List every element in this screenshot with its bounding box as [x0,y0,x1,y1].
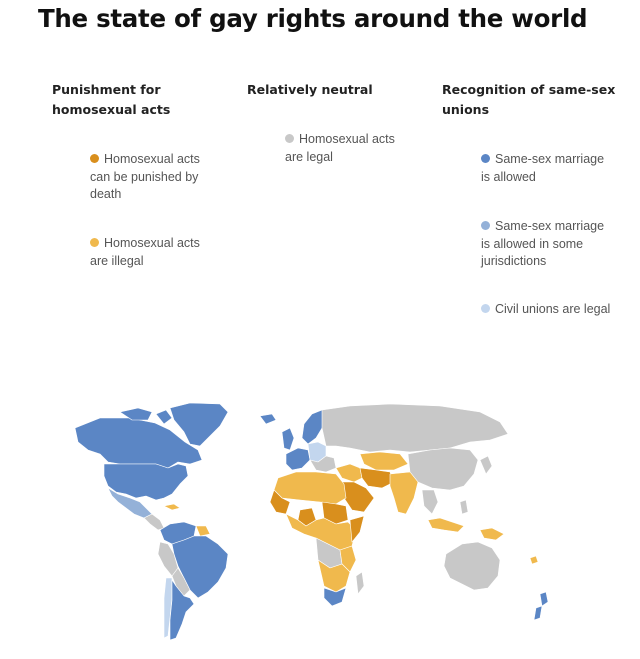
region-iceland [259,413,277,425]
legend-dot-death [90,154,99,163]
legend-dot-illegal [90,238,99,247]
region-iran [359,467,395,489]
region-central-america [143,513,165,531]
region-indonesia [427,517,465,533]
region-argentina [169,579,195,641]
legend-label-marriage: Same-sex marriage is allowed [481,152,605,184]
page-title: The state of gay rights around the world [38,4,588,33]
region-south-asia [389,471,419,515]
legend-heading-recognition: Recognition of same-sex unions [442,82,616,117]
region-greenland [169,402,229,447]
legend-label-marriage-some: Same-sex marriage is allowed in some jur… [481,219,605,268]
legend-item-marriage-some: Same-sex marriage is allowed in some jur… [481,218,611,271]
region-png [479,527,505,541]
region-southeast-asia [421,489,439,515]
legend-item-illegal: Homosexual acts are illegal [90,235,218,270]
region-usa [103,463,189,501]
region-pacific-islands [529,555,539,565]
region-china [407,447,479,491]
legend-dot-marriage [481,154,490,163]
legend-label-illegal: Homosexual acts are illegal [90,236,200,268]
region-brazil [171,535,229,599]
legend-heading-punishment: Punishment for homosexual acts [52,82,171,117]
world-map [74,402,549,641]
region-somalia [349,515,365,543]
legend-item-marriage: Same-sex marriage is allowed [481,151,611,186]
region-central-asia [359,451,409,471]
region-southern-europe [309,455,337,473]
region-new-zealand [533,591,549,621]
legend-item-death: Homosexual acts can be punished by death [90,151,218,204]
legend-label-civil-unions: Civil unions are legal [495,302,611,316]
legend-dot-marriage-some [481,221,490,230]
region-southern-africa [317,559,351,593]
region-australia [443,541,501,591]
region-madagascar [355,571,365,595]
legend-heading-neutral: Relatively neutral [247,82,373,97]
region-guianas [195,525,211,537]
legend-label-death: Homosexual acts can be punished by death [90,152,200,201]
region-uk [281,427,295,451]
region-russia [321,403,509,453]
legend-dot-civil-unions [481,304,490,313]
region-caribbean [163,503,181,511]
region-western-europe [285,447,311,471]
region-south-africa [323,587,347,607]
legend-dot-legal [285,134,294,143]
region-philippines [459,499,469,515]
region-arabia [339,481,375,513]
region-japan [479,455,493,475]
region-east-africa [339,545,357,573]
legend-item-civil-unions: Civil unions are legal [481,301,621,319]
region-canada-islands [119,407,173,425]
legend-item-legal: Homosexual acts are legal [285,131,413,166]
legend-label-legal: Homosexual acts are legal [285,132,395,164]
region-canada [74,417,203,469]
